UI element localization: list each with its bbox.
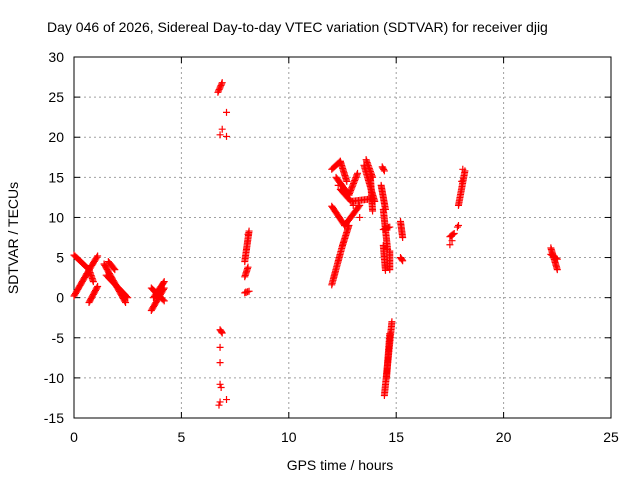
data-point — [94, 282, 102, 290]
data-point — [223, 396, 231, 404]
data-point — [343, 177, 351, 185]
data-point — [334, 181, 342, 189]
y-tick-label: 15 — [48, 169, 64, 185]
gridlines — [74, 57, 611, 418]
data-point — [459, 165, 467, 173]
data-point — [94, 252, 102, 260]
data-point — [399, 257, 407, 265]
y-tick-label: 5 — [56, 250, 64, 266]
chart-title: Day 046 of 2026, Sidereal Day-to-day VTE… — [47, 19, 548, 35]
data-point — [216, 359, 224, 367]
data-point — [215, 401, 223, 409]
y-tick-label: -15 — [44, 410, 64, 426]
data-point — [93, 253, 101, 261]
x-tick-label: 5 — [178, 429, 186, 445]
data-point — [216, 398, 224, 406]
data-point — [388, 318, 396, 326]
data-point — [386, 330, 394, 338]
data-point — [454, 221, 462, 229]
data-point — [450, 229, 458, 237]
x-tick-label: 25 — [603, 429, 619, 445]
data-point — [244, 263, 252, 271]
data-point — [218, 80, 226, 88]
data-point — [398, 256, 406, 264]
data-point — [369, 207, 377, 215]
data-point — [216, 131, 224, 139]
data-point — [159, 296, 167, 304]
data-point — [123, 293, 131, 301]
data-point — [356, 213, 364, 221]
data-point — [355, 203, 363, 211]
x-tick-label: 0 — [70, 429, 78, 445]
data-points — [70, 79, 561, 409]
y-tick-label: 25 — [48, 89, 64, 105]
data-point — [552, 254, 560, 262]
data-point — [218, 125, 226, 133]
data-point — [216, 326, 224, 334]
y-axis-title: SDTVAR / TECUs — [5, 182, 21, 294]
data-point — [448, 237, 456, 245]
data-point — [381, 266, 389, 274]
data-point — [553, 255, 561, 263]
x-axis-title: GPS time / hours — [287, 457, 394, 473]
data-point — [446, 241, 454, 249]
data-point — [245, 287, 253, 295]
y-tick-label: 20 — [48, 129, 64, 145]
data-point — [217, 384, 225, 392]
data-point — [458, 177, 466, 185]
axis-ticks — [73, 56, 612, 419]
data-point — [216, 343, 224, 351]
data-point — [242, 288, 250, 296]
data-point — [449, 230, 457, 238]
data-point — [89, 278, 97, 286]
y-tick-labels: -15 -10 -5 0 5 10 15 20 25 30 — [44, 49, 64, 426]
data-point — [380, 167, 388, 175]
data-point — [453, 223, 461, 231]
y-tick-label: 10 — [48, 209, 64, 225]
data-point — [160, 278, 168, 286]
y-tick-label: 30 — [48, 49, 64, 65]
x-tick-labels: 0 5 10 15 20 25 — [70, 429, 619, 445]
data-point — [217, 327, 225, 335]
data-point — [386, 266, 394, 274]
data-point — [111, 266, 119, 274]
y-tick-label: 0 — [56, 290, 64, 306]
y-tick-label: -10 — [44, 370, 64, 386]
data-point — [218, 79, 226, 87]
data-point — [399, 234, 407, 241]
data-point — [354, 169, 362, 177]
data-point — [553, 266, 561, 274]
data-point — [160, 297, 168, 305]
data-point — [124, 294, 132, 302]
x-tick-label: 15 — [388, 429, 404, 445]
data-point — [245, 227, 253, 235]
x-tick-label: 10 — [281, 429, 297, 445]
data-point — [349, 201, 357, 209]
data-point — [159, 279, 167, 287]
data-point — [223, 132, 231, 140]
data-point — [110, 264, 118, 272]
data-point — [122, 298, 130, 306]
data-point — [380, 166, 388, 174]
data-point — [223, 108, 231, 116]
data-point — [216, 380, 224, 388]
x-tick-label: 20 — [496, 429, 512, 445]
data-point — [386, 223, 394, 231]
data-point — [244, 230, 252, 238]
data-point — [93, 284, 101, 292]
plot-frame — [73, 56, 612, 419]
y-tick-label: -5 — [52, 330, 65, 346]
